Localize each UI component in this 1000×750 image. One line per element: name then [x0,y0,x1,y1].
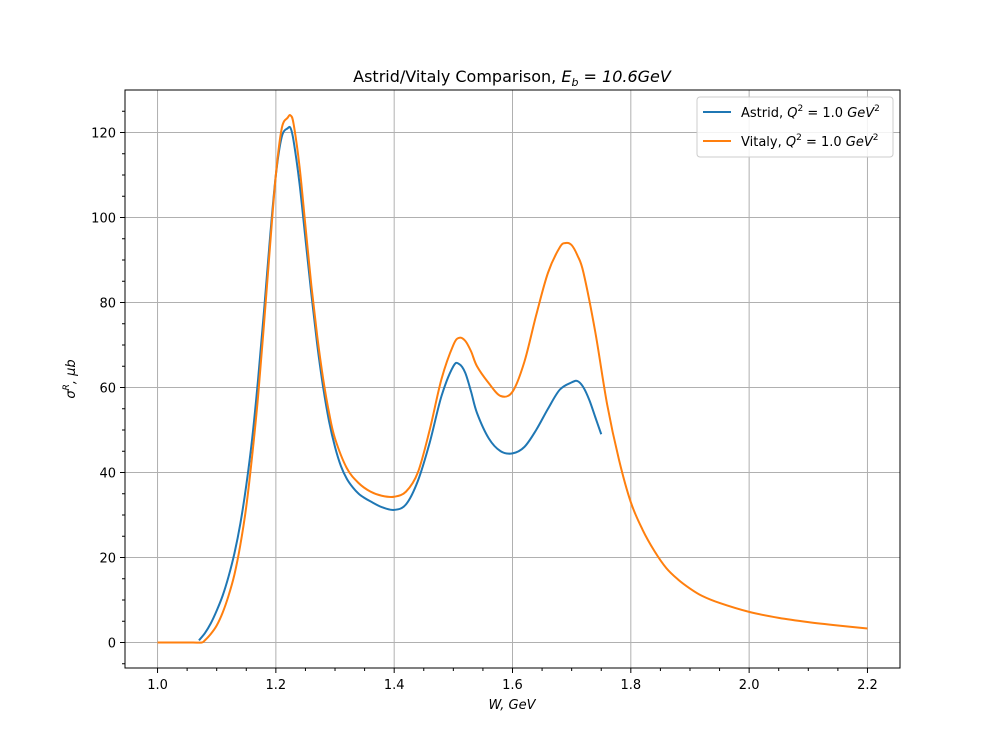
x-tick-label: 2.2 [857,678,878,693]
legend-box [696,96,894,158]
series-line-astrid [198,125,603,642]
axis-ticks: 1.0 1.2 1.4 1.6 1.8 2.0 2.2 0 20 40 60 80 100 120 [91,110,878,693]
chart-title: Astrid/Vitaly Comparison, Eb = 10.6GeV [353,67,672,89]
x-tick-label: 1.4 [384,678,405,693]
y-tick-label: 60 [99,382,116,397]
x-tick-label: 1.8 [620,678,641,693]
y-tick-label: 40 [99,467,116,482]
legend-entry-vitaly: Vitaly, Q2 = 1.0 GeV2 [741,133,879,150]
y-tick-label: 100 [91,212,116,227]
series-group [157,114,868,644]
y-tick-label: 120 [91,127,116,142]
x-tick-label: 2.0 [739,678,760,693]
y-tick-label: 80 [99,297,116,312]
x-axis-label: W, GeV [488,698,536,713]
x-tick-label: 1.0 [147,678,168,693]
legend-entry-astrid: Astrid, Q2 = 1.0 GeV2 [741,104,880,121]
y-axis-label: σR, μb [62,359,79,398]
x-tick-label: 1.6 [502,678,523,693]
series-line-vitaly [157,114,868,644]
y-tick-label: 0 [108,637,116,652]
legend: Astrid, Q2 = 1.0 GeV2 Vitaly, Q2 = 1.0 G… [696,96,894,158]
y-tick-label: 20 [99,552,116,567]
x-tick-label: 1.2 [266,678,287,693]
grid [125,90,900,668]
